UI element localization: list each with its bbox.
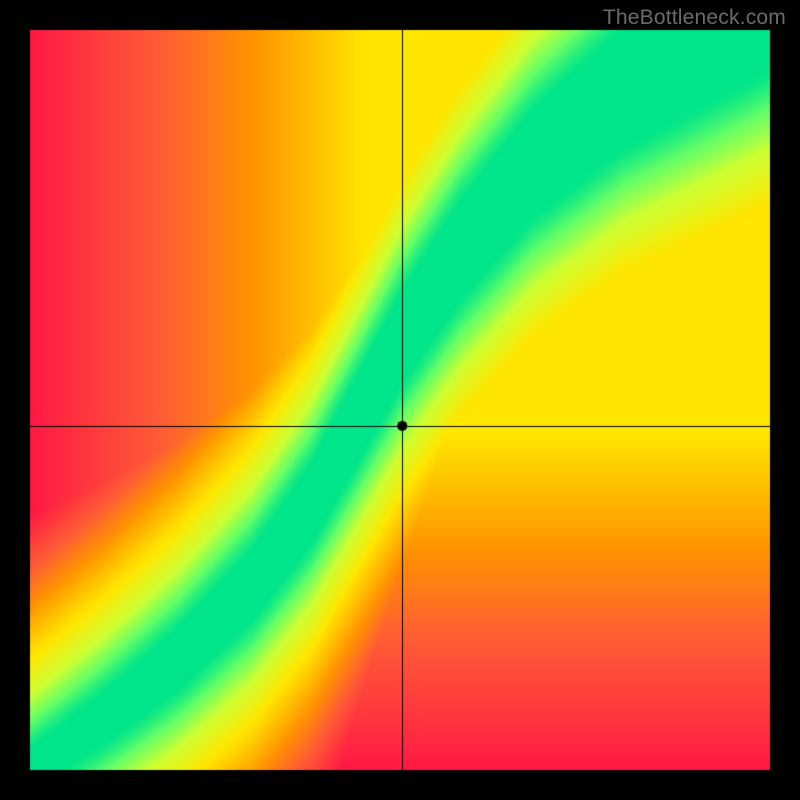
watermark-text: TheBottleneck.com (603, 6, 786, 30)
bottleneck-heatmap-canvas (0, 0, 800, 800)
chart-container: TheBottleneck.com (0, 0, 800, 800)
